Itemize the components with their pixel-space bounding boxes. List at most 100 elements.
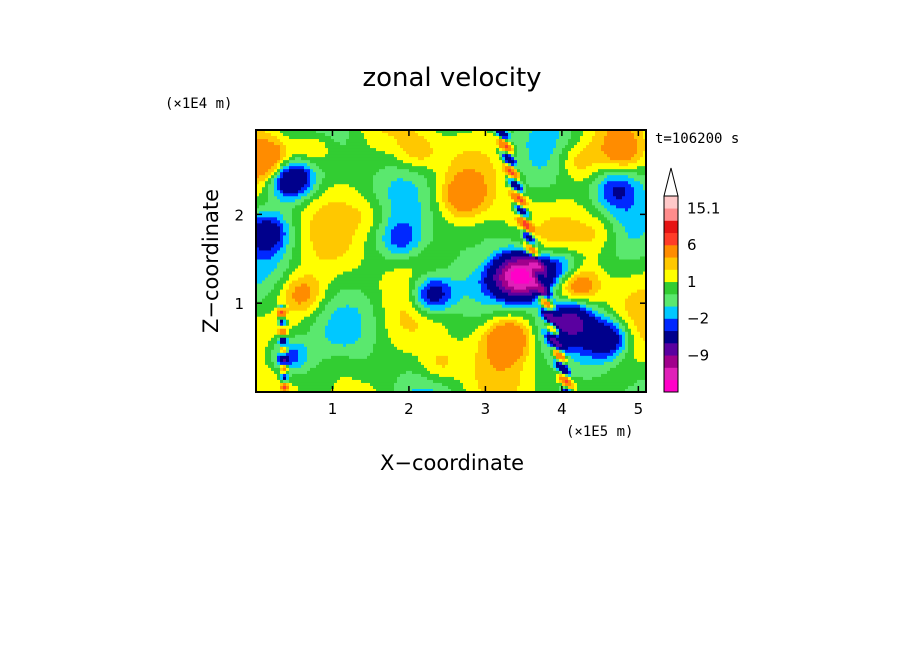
field-cell bbox=[304, 340, 308, 345]
field-cell bbox=[277, 259, 281, 264]
field-cell bbox=[418, 154, 422, 158]
field-cell bbox=[394, 136, 398, 140]
field-cell bbox=[304, 385, 308, 390]
field-cell bbox=[379, 262, 383, 267]
field-cell bbox=[307, 241, 311, 246]
field-cell bbox=[418, 160, 422, 164]
field-cell bbox=[391, 169, 395, 173]
field-cell bbox=[325, 133, 329, 137]
field-cell bbox=[274, 274, 278, 279]
field-cell bbox=[268, 334, 272, 339]
field-cell bbox=[277, 352, 281, 357]
field-cell bbox=[382, 184, 386, 188]
field-cell bbox=[397, 334, 401, 339]
field-cell bbox=[268, 139, 272, 143]
field-cell bbox=[319, 328, 323, 333]
field-cell bbox=[283, 139, 287, 143]
field-cell bbox=[421, 256, 425, 261]
field-cell bbox=[274, 358, 278, 363]
field-cell bbox=[418, 343, 422, 348]
field-cell bbox=[295, 226, 299, 230]
field-cell bbox=[265, 304, 269, 309]
field-cell bbox=[271, 169, 275, 173]
field-cell bbox=[325, 331, 329, 336]
field-cell bbox=[376, 289, 380, 294]
field-cell bbox=[316, 373, 320, 378]
field-cell bbox=[355, 190, 359, 194]
field-cell bbox=[400, 157, 404, 161]
field-cell bbox=[349, 154, 353, 158]
field-cell bbox=[367, 304, 371, 309]
field-cell bbox=[418, 265, 422, 270]
field-cell bbox=[376, 241, 380, 246]
field-cell bbox=[322, 139, 326, 143]
field-cell bbox=[376, 211, 380, 215]
field-cell bbox=[403, 316, 407, 321]
field-cell bbox=[406, 337, 410, 342]
field-cell bbox=[409, 208, 413, 212]
field-cell bbox=[328, 349, 332, 354]
field-cell bbox=[268, 226, 272, 230]
field-cell bbox=[316, 355, 320, 360]
field-cell bbox=[325, 169, 329, 173]
field-cell bbox=[262, 316, 266, 321]
field-cell bbox=[319, 358, 323, 363]
field-cell bbox=[274, 271, 278, 276]
field-cell bbox=[424, 358, 428, 363]
field-cell bbox=[280, 181, 284, 185]
field-cell bbox=[400, 319, 404, 324]
field-cell bbox=[418, 193, 422, 197]
field-cell bbox=[391, 250, 395, 255]
field-cell bbox=[421, 382, 425, 387]
field-cell bbox=[412, 385, 416, 390]
field-cell bbox=[328, 211, 332, 215]
field-cell bbox=[406, 229, 410, 233]
chart-title: zonal velocity bbox=[362, 63, 541, 93]
field-cell bbox=[307, 307, 311, 312]
field-cell bbox=[391, 157, 395, 161]
field-cell bbox=[355, 169, 359, 173]
field-cell bbox=[331, 211, 335, 215]
field-cell bbox=[289, 166, 293, 170]
field-cell bbox=[310, 316, 314, 321]
field-cell bbox=[379, 205, 383, 209]
field-cell bbox=[292, 346, 296, 351]
field-cell bbox=[316, 274, 320, 279]
field-cell bbox=[376, 388, 380, 392]
field-cell bbox=[352, 304, 356, 309]
field-cell bbox=[376, 352, 380, 357]
field-cell bbox=[301, 139, 305, 143]
field-cell bbox=[256, 322, 260, 327]
field-cell bbox=[370, 316, 374, 321]
field-cell bbox=[412, 370, 416, 375]
field-cell bbox=[364, 364, 368, 369]
field-cell bbox=[313, 202, 317, 206]
field-cell bbox=[283, 262, 287, 267]
field-cell bbox=[298, 319, 302, 324]
field-cell bbox=[319, 298, 323, 303]
field-cell bbox=[397, 385, 401, 390]
field-cell bbox=[349, 271, 353, 276]
field-cell bbox=[310, 145, 314, 149]
field-cell bbox=[334, 172, 338, 176]
field-cell bbox=[304, 145, 308, 149]
field-cell bbox=[418, 244, 422, 249]
field-cell bbox=[259, 373, 263, 378]
field-cell bbox=[376, 238, 380, 243]
field-cell bbox=[346, 139, 350, 143]
field-cell bbox=[265, 160, 269, 164]
field-cell bbox=[346, 169, 350, 173]
field-cell bbox=[355, 193, 359, 197]
field-cell bbox=[277, 202, 281, 206]
field-cell bbox=[268, 247, 272, 252]
field-cell bbox=[376, 262, 380, 267]
field-cell bbox=[346, 196, 350, 200]
field-cell bbox=[370, 343, 374, 348]
field-cell bbox=[385, 352, 389, 357]
field-cell bbox=[301, 313, 305, 318]
field-cell bbox=[304, 301, 308, 306]
field-cell bbox=[259, 244, 263, 249]
field-cell bbox=[400, 214, 404, 218]
field-cell bbox=[343, 298, 347, 303]
field-cell bbox=[259, 388, 263, 392]
